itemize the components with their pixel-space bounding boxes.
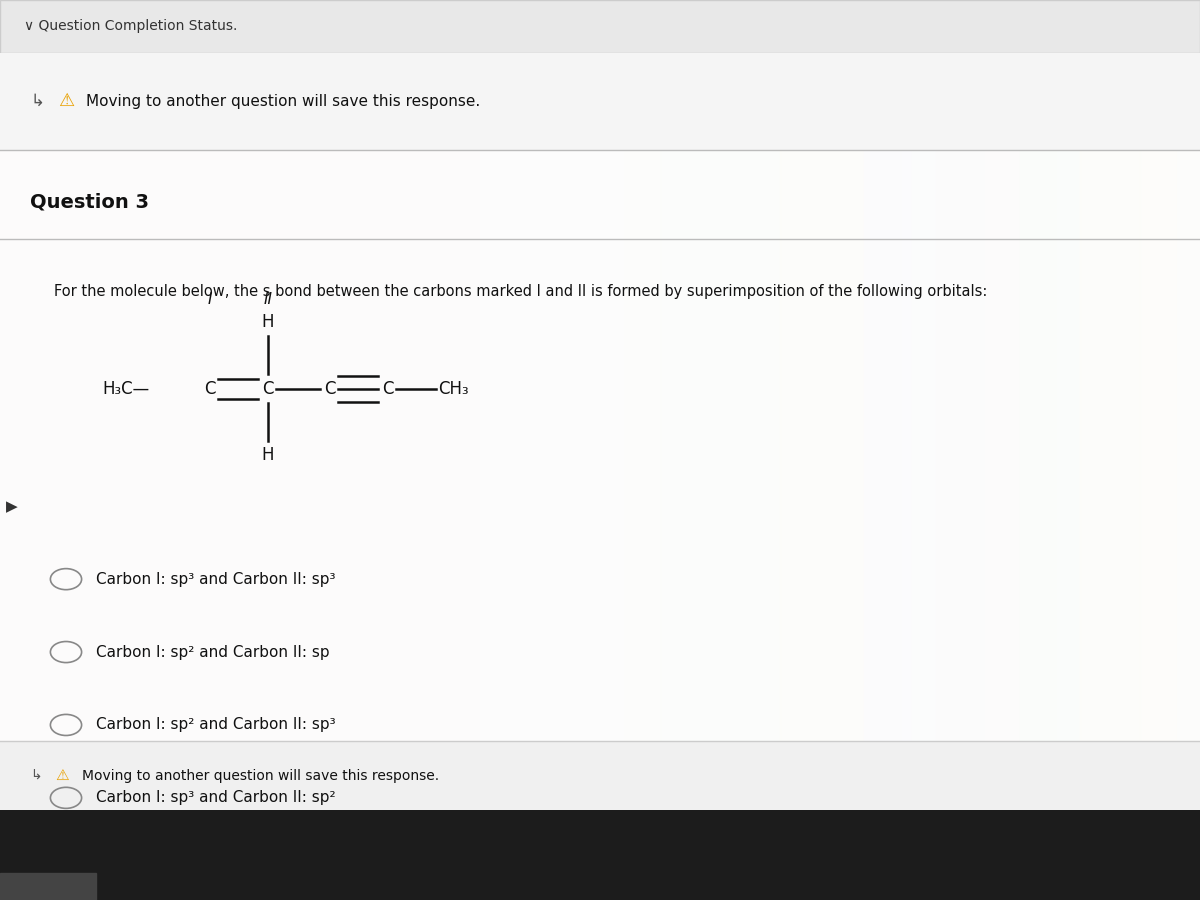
- Text: ∨ Question Completion Status.: ∨ Question Completion Status.: [24, 19, 238, 33]
- Bar: [0, 742, 1200, 810]
- Text: C: C: [324, 380, 336, 398]
- Text: C: C: [382, 380, 394, 398]
- Text: C: C: [262, 380, 274, 398]
- Text: ↳: ↳: [30, 769, 42, 783]
- Text: I: I: [208, 292, 212, 307]
- Text: Carbon I: sp³ and Carbon II: sp²: Carbon I: sp³ and Carbon II: sp²: [96, 790, 336, 806]
- Text: CH₃: CH₃: [438, 380, 469, 398]
- Bar: [480, 0, 624, 810]
- Bar: [0, 0, 1200, 52]
- Text: Carbon I: sp² and Carbon II: sp³: Carbon I: sp² and Carbon II: sp³: [96, 717, 336, 733]
- Bar: [1056, 0, 1200, 810]
- Text: ▶: ▶: [6, 499, 18, 514]
- Text: Carbon I: sp² and Carbon II: sp: Carbon I: sp² and Carbon II: sp: [96, 644, 330, 660]
- Bar: [0, 873, 96, 900]
- Text: For the molecule below, the s bond between the carbons marked I and II is formed: For the molecule below, the s bond betwe…: [54, 284, 988, 299]
- Text: ↳: ↳: [30, 93, 44, 111]
- Text: Question 3: Question 3: [30, 193, 149, 212]
- Bar: [660, 0, 840, 810]
- Text: H₃C—: H₃C—: [102, 380, 149, 398]
- Bar: [912, 0, 1056, 810]
- Bar: [780, 0, 900, 810]
- Bar: [936, 0, 1056, 810]
- Bar: [768, 0, 912, 810]
- Text: ⚠: ⚠: [58, 93, 73, 111]
- Bar: [0, 52, 1200, 149]
- Text: II: II: [263, 292, 272, 307]
- Text: H: H: [262, 313, 274, 331]
- Bar: [864, 0, 984, 810]
- Text: Moving to another question will save this response.: Moving to another question will save thi…: [86, 94, 481, 109]
- Bar: [1020, 0, 1140, 810]
- Text: C: C: [204, 380, 216, 398]
- Text: ⚠: ⚠: [55, 768, 68, 783]
- Text: Carbon I: sp³ and Carbon II: sp³: Carbon I: sp³ and Carbon II: sp³: [96, 572, 336, 587]
- Bar: [1080, 0, 1176, 810]
- Text: Moving to another question will save this response.: Moving to another question will save thi…: [82, 769, 439, 783]
- Bar: [624, 0, 768, 810]
- Text: H: H: [262, 446, 274, 464]
